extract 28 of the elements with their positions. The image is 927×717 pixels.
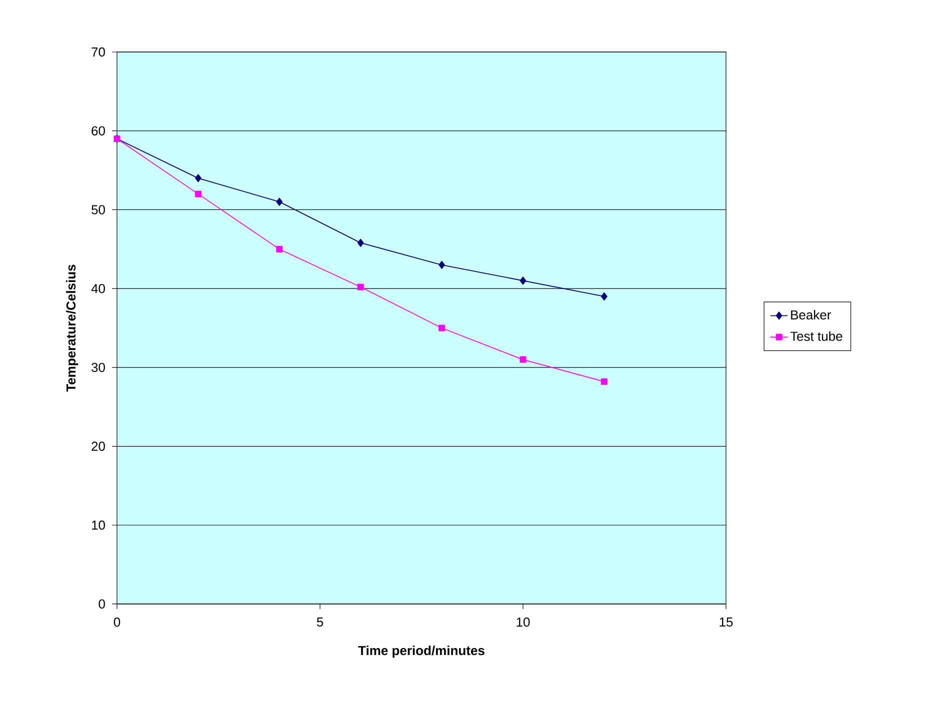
- x-tick-label: 0: [114, 618, 120, 627]
- y-tick-label: 40: [91, 284, 105, 294]
- x-tick-label: 10: [516, 618, 530, 627]
- legend-label: Beaker: [791, 310, 831, 320]
- x-tick-label: 15: [720, 618, 733, 627]
- point: [276, 198, 283, 206]
- x-tick-label: 5: [316, 618, 324, 627]
- point: [195, 174, 202, 182]
- point: [357, 284, 364, 290]
- point: [438, 324, 446, 332]
- point: [276, 246, 283, 252]
- y-axis-title: Temperature/Celsius: [66, 264, 78, 392]
- legend-label: Test tube: [790, 331, 842, 341]
- point: [601, 292, 608, 301]
- y-tick-label: 0: [98, 599, 105, 609]
- x-axis-title: Time period/minutes: [358, 646, 484, 658]
- y-tick-label: 60: [92, 126, 105, 136]
- y-tick-label: 70: [92, 47, 105, 57]
- point: [520, 356, 526, 363]
- y-tick-label: 10: [92, 520, 105, 530]
- y-tick-label: 50: [92, 205, 105, 214]
- point: [520, 276, 526, 285]
- y-tick-label: 20: [92, 442, 105, 451]
- point: [357, 238, 364, 247]
- point: [194, 190, 202, 198]
- y-tick-label: 30: [92, 362, 105, 372]
- point: [600, 378, 608, 385]
- point: [438, 260, 445, 269]
